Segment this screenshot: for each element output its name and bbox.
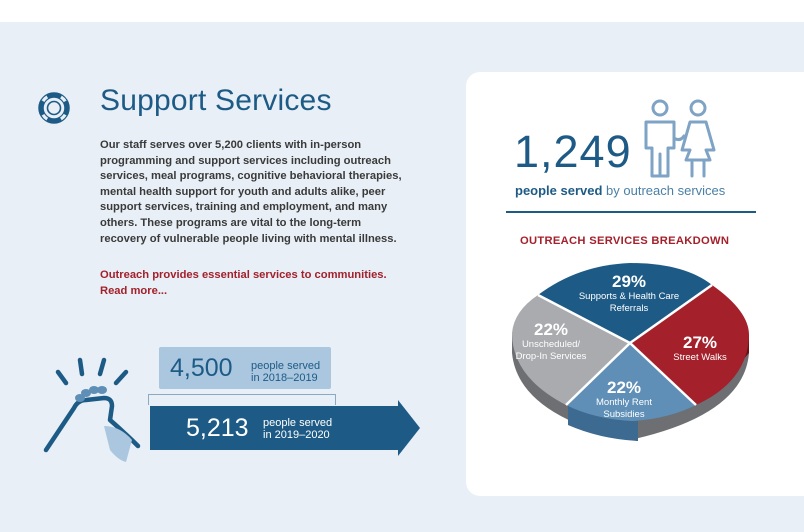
growth-arrow <box>150 400 420 456</box>
description-line: services, meal programs, cognitive behav… <box>100 170 402 183</box>
current-year-value: 5,213 <box>186 414 249 442</box>
current-year-label: people served in 2019–2020 <box>263 417 332 441</box>
slice-percent: 27% <box>682 333 718 352</box>
slice-caption: Unscheduled/ <box>521 339 581 350</box>
outreach-count: 1,249 <box>514 126 632 177</box>
cta-text: Outreach provides essential services to … <box>100 269 387 281</box>
served-bold-text: people served <box>515 183 603 198</box>
slice-caption: Referrals <box>609 303 649 314</box>
people-icon <box>644 99 716 178</box>
prior-label-line: in 2018–2019 <box>251 372 318 384</box>
slice-caption: Supports & Health Care <box>578 291 680 302</box>
prior-year-box <box>159 347 331 389</box>
prior-year-label: people served in 2018–2019 <box>251 360 320 384</box>
slice-caption: Drop-In Services <box>515 351 587 362</box>
prior-year-value: 4,500 <box>170 354 233 382</box>
slice-label-unscheduled: 22% Unscheduled/ Drop-In Services <box>508 320 594 363</box>
section-description: Our staff serves over 5,200 clients with… <box>100 138 406 247</box>
section-title: Support Services <box>100 84 332 117</box>
connector-bracket <box>148 394 336 405</box>
served-rest-text: by outreach services <box>602 183 726 198</box>
read-more-text[interactable]: Read more... <box>100 284 168 297</box>
slice-percent: 22% <box>606 378 642 397</box>
description-line: others. These programs are vital to the … <box>100 216 362 229</box>
slice-percent: 22% <box>533 320 569 339</box>
current-label-line: in 2019–2020 <box>263 429 330 441</box>
lifebuoy-icon <box>38 92 70 124</box>
outreach-pie-chart <box>512 263 749 441</box>
slice-label-monthly-rent: 22% Monthly Rent Subsidies <box>584 378 664 421</box>
outreach-served-caption: people served by outreach services <box>515 183 725 198</box>
description-line: mental health support for youth and adul… <box>100 185 386 198</box>
slice-label-street-walks: 27% Street Walks <box>660 333 740 364</box>
pie-slice-street-walks <box>630 285 749 405</box>
slice-caption: Monthly Rent <box>596 397 652 408</box>
pie-slice-monthly-rent <box>566 343 696 421</box>
slice-caption: Street Walks <box>673 352 727 363</box>
slice-caption: Subsidies <box>603 409 645 420</box>
pie-slice-unscheduled <box>512 295 630 405</box>
divider <box>506 211 756 213</box>
read-more-link[interactable]: Outreach provides essential services to … <box>100 268 410 299</box>
breakdown-title: OUTREACH SERVICES BREAKDOWN <box>520 235 730 247</box>
pie-slice-supports <box>538 263 712 343</box>
slice-percent: 29% <box>611 272 647 291</box>
raised-hand-icon <box>43 357 141 462</box>
description-line: Our staff serves over 5,200 clients with… <box>100 139 362 151</box>
slice-label-supports: 29% Supports & Health Care Referrals <box>566 272 692 315</box>
description-line: recovery of vulnerable people living wit… <box>100 232 397 245</box>
description-line: support services, training and employmen… <box>100 201 388 214</box>
description-line: programming and support services includi… <box>100 154 391 167</box>
prior-label-line: people served <box>251 360 321 372</box>
current-label-line: people served <box>263 417 333 429</box>
